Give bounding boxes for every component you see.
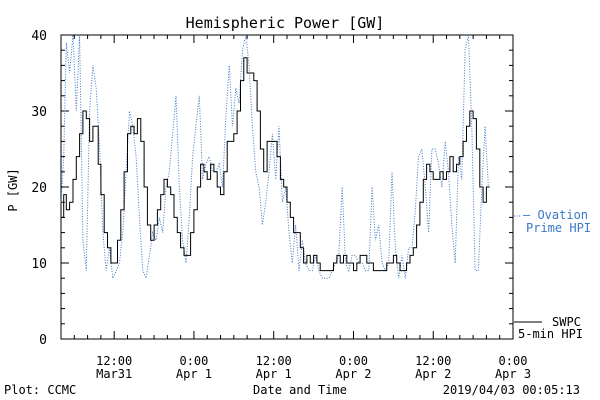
x-tick-label-date: Apr 1	[176, 367, 212, 381]
y-tick-label: 10	[31, 257, 47, 272]
y-tick-label: 40	[31, 29, 47, 44]
y-axis-label: P [GW]	[6, 168, 20, 211]
legend-swpc-label-line2: 5-min HPI	[518, 327, 584, 341]
y-tick-label: 0	[39, 333, 47, 348]
legend-ovation-label-line2: Prime HPI	[526, 221, 592, 235]
x-tick-label-date: Apr 1	[256, 367, 292, 381]
plot-credit: Plot: CCMC	[4, 383, 77, 397]
x-tick-label-time: 0:00	[179, 354, 208, 368]
series-layer	[60, 34, 490, 281]
x-tick-label-date: Apr 2	[335, 367, 371, 381]
x-tick-label-time: 12:00	[415, 354, 451, 368]
x-tick-label-date: Apr 2	[415, 367, 451, 381]
series-swpc-line	[61, 57, 490, 272]
x-tick-label-time: 0:00	[499, 354, 528, 368]
x-tick-label-date: Apr 3	[495, 367, 531, 381]
x-axis-label: Date and Time	[253, 383, 347, 397]
x-tick-label-time: 0:00	[339, 354, 368, 368]
legend-swpc-label-line1: SWPC	[552, 315, 581, 329]
x-tick-label-time: 12:00	[256, 354, 292, 368]
x-tick-label-date: Mar31	[96, 367, 132, 381]
y-axis-ticks: 0 10 20 30 40	[31, 29, 513, 348]
y-tick-label: 20	[31, 181, 47, 196]
series-ovation-line	[60, 34, 489, 281]
y-tick-label: 30	[31, 105, 47, 120]
plot-timestamp: 2019/04/03 00:05:13	[442, 383, 580, 397]
chart-title: Hemispheric Power [GW]	[186, 14, 385, 32]
x-tick-label-time: 12:00	[96, 354, 132, 368]
legend-ovation-label-line1: — Ovation	[523, 208, 589, 222]
